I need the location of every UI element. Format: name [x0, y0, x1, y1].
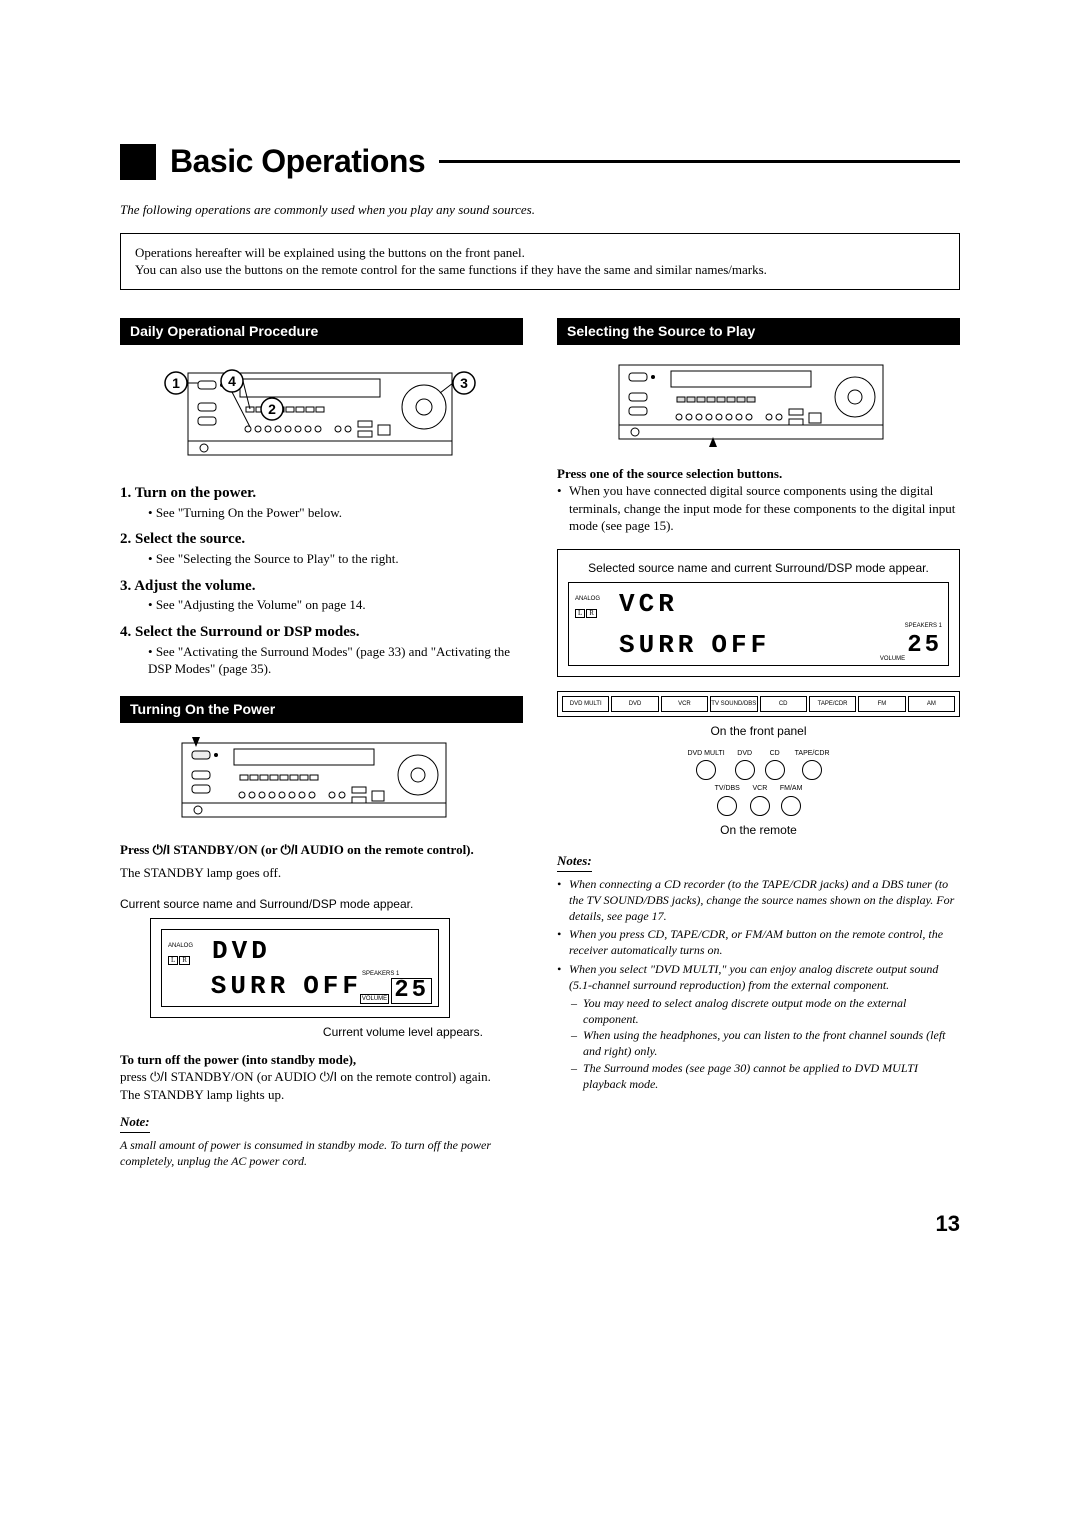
receiver-diagram-source — [609, 359, 909, 449]
display-panel-left: ANALOG LR DVD SURR OFF SPEAKERS 1 — [150, 918, 450, 1018]
display-caption-left: Current source name and Surround/DSP mod… — [120, 896, 523, 912]
note-sub-item: The Surround modes (see page 30) cannot … — [571, 1060, 960, 1092]
notes-sublist: You may need to select analog discrete o… — [557, 995, 960, 1092]
remote-buttons: DVD MULTI DVD CD TAPE/CDR TV/DBS VCR FM/… — [557, 749, 960, 816]
src-btn: VCR — [661, 696, 708, 712]
page-number: 13 — [120, 1209, 960, 1239]
left-column: Daily Operational Procedure — [120, 318, 523, 1169]
source-bullet-1: When you have connected digital source c… — [557, 482, 960, 535]
power-icon: ⏻/I — [150, 1069, 168, 1084]
intro-text: The following operations are commonly us… — [120, 201, 960, 219]
page-title-row: Basic Operations — [120, 140, 960, 183]
svg-text:2: 2 — [268, 401, 276, 417]
note-sub-item: You may need to select analog discrete o… — [571, 995, 960, 1027]
power-icon: ⏻/I — [320, 1069, 338, 1084]
note-item: When you press CD, TAPE/CDR, or FM/AM bu… — [557, 926, 960, 958]
turning-on-header: Turning On the Power — [120, 696, 523, 723]
procedure-steps: 1. Turn on the power. See "Turning On th… — [120, 483, 523, 678]
display-line1-r: VCR — [619, 587, 886, 622]
right-column: Selecting the Source to Play — [557, 318, 960, 1169]
power-icon: ⏻/I — [281, 842, 299, 857]
page-title: Basic Operations — [170, 140, 425, 183]
svg-text:1: 1 — [172, 375, 180, 391]
src-btn: DVD — [611, 696, 658, 712]
src-btn: TAPE/CDR — [809, 696, 856, 712]
source-bullets: When you have connected digital source c… — [557, 482, 960, 535]
selecting-source-header: Selecting the Source to Play — [557, 318, 960, 345]
source-buttons-panel: DVD MULTI DVD VCR TV SOUND/DBS CD TAPE/C… — [557, 691, 960, 717]
step-4: 4. Select the Surround or DSP modes. See… — [120, 622, 523, 678]
two-column-layout: Daily Operational Procedure — [120, 318, 960, 1169]
svg-text:3: 3 — [460, 375, 468, 391]
receiver-diagram-callouts: 1 2 4 3 — [162, 359, 482, 467]
remote-button-icon — [750, 796, 770, 816]
remote-button-icon — [765, 760, 785, 780]
step-3: 3. Adjust the volume. See "Adjusting the… — [120, 576, 523, 614]
step-1: 1. Turn on the power. See "Turning On th… — [120, 483, 523, 521]
press-standby-line: Press ⏻/I STANDBY/ON (or ⏻/I AUDIO on th… — [120, 841, 523, 859]
step-2: 2. Select the source. See "Selecting the… — [120, 529, 523, 567]
note-item: When connecting a CD recorder (to the TA… — [557, 876, 960, 925]
note-sub-item: When using the headphones, you can liste… — [571, 1027, 960, 1059]
remote-button-icon — [735, 760, 755, 780]
press-source-line: Press one of the source selection button… — [557, 465, 960, 483]
remote-button-icon — [717, 796, 737, 816]
standby-on-text: The STANDBY lamp lights up. — [120, 1086, 523, 1104]
notes-header-right: Notes: — [557, 852, 592, 872]
note-body-left: A small amount of power is consumed in s… — [120, 1137, 523, 1169]
remote-button-icon — [802, 760, 822, 780]
src-btn: FM — [858, 696, 905, 712]
src-btn: AM — [908, 696, 955, 712]
info-box: Operations hereafter will be explained u… — [120, 233, 960, 290]
front-panel-caption: On the front panel — [557, 723, 960, 739]
display-panel-right: Selected source name and current Surroun… — [557, 549, 960, 677]
display-line1: DVD — [212, 934, 376, 969]
display-volume: 25 — [391, 978, 432, 1004]
info-line-2: You can also use the buttons on the remo… — [135, 261, 945, 279]
turn-off-body: press ⏻/I STANDBY/ON (or AUDIO ⏻/I on th… — [120, 1068, 523, 1086]
svg-text:4: 4 — [228, 373, 236, 389]
note-header-left: Note: — [120, 1113, 150, 1133]
power-icon: ⏻/I — [153, 842, 171, 857]
turn-off-header: To turn off the power (into standby mode… — [120, 1051, 523, 1069]
display-volume-r: 25 — [907, 630, 942, 662]
src-btn: CD — [760, 696, 807, 712]
remote-caption: On the remote — [557, 822, 960, 838]
display-caption-right: Selected source name and current Surroun… — [568, 560, 949, 576]
src-btn: TV SOUND/DBS — [710, 696, 757, 712]
daily-procedure-header: Daily Operational Procedure — [120, 318, 523, 345]
remote-button-icon — [781, 796, 801, 816]
receiver-diagram-power — [172, 737, 472, 825]
notes-list-right: When connecting a CD recorder (to the TA… — [557, 876, 960, 993]
volume-caption: Current volume level appears. — [120, 1024, 523, 1040]
standby-off-text: The STANDBY lamp goes off. — [120, 864, 523, 882]
title-rule — [439, 160, 960, 163]
note-item: When you select "DVD MULTI," you can enj… — [557, 961, 960, 993]
remote-button-icon — [696, 760, 716, 780]
info-line-1: Operations hereafter will be explained u… — [135, 244, 945, 262]
src-btn: DVD MULTI — [562, 696, 609, 712]
title-bullet — [120, 144, 156, 180]
